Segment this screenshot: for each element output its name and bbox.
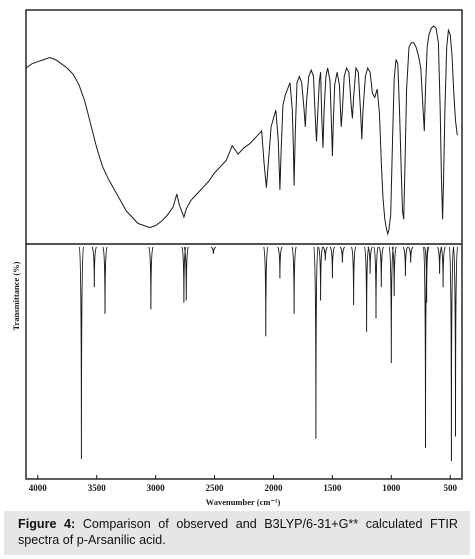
peak-mark: [183, 246, 189, 301]
peak-mark: [373, 246, 379, 319]
peak-mark: [148, 246, 154, 310]
peak-mark: [440, 246, 446, 288]
peak-mark: [391, 246, 397, 297]
x-tick-label: 2500: [206, 483, 225, 493]
observed-spectrum-line: [25, 25, 458, 236]
peak-mark: [102, 246, 108, 314]
peak-mark: [329, 246, 336, 279]
peak-mark: [322, 246, 328, 261]
caption-text: Comparison of observed and B3LYP/6-31+G*…: [18, 517, 458, 547]
peak-mark: [378, 246, 384, 288]
peak-mark: [448, 246, 455, 462]
x-tick-label: 4000: [29, 483, 48, 493]
x-tick-label: 2000: [264, 483, 283, 493]
peak-mark: [408, 246, 414, 263]
peak-mark: [363, 246, 370, 332]
x-tick-label: 1000: [382, 483, 401, 493]
peak-mark: [367, 246, 373, 274]
peak-mark: [210, 246, 216, 254]
peak-mark: [339, 246, 345, 263]
peak-mark: [350, 246, 357, 306]
peak-mark: [78, 246, 85, 459]
y-axis-label: Transmittance (%): [11, 261, 21, 330]
peak-mark: [388, 246, 394, 364]
peak-mark: [317, 246, 324, 301]
x-tick-label: 1500: [323, 483, 342, 493]
spectra-chart: 4000 3500 3000 2500 2000 1500 1000 500 Transmit…: [11, 9, 463, 507]
calculated-spectrum-peaks: [78, 246, 459, 462]
figure-caption: Figure 4: Comparison of observed and B3L…: [4, 511, 470, 555]
x-tick-label: 3500: [88, 483, 107, 493]
x-axis-label: Wavenumber (cm⁻¹): [206, 497, 281, 507]
peak-mark: [423, 246, 430, 303]
peak-mark: [277, 246, 283, 279]
peak-mark: [452, 246, 459, 437]
x-axis-ticks: 4000 3500 3000 2500 2000 1500 1000 500: [29, 475, 457, 493]
x-tick-label: 3000: [147, 483, 166, 493]
peak-mark: [263, 246, 269, 337]
peak-mark: [436, 246, 443, 274]
peak-mark: [313, 246, 319, 439]
figure-label: Figure 4:: [18, 517, 76, 531]
peak-mark: [402, 246, 409, 277]
peak-mark: [291, 246, 297, 314]
peak-mark: [91, 246, 97, 288]
x-tick-label: 500: [443, 483, 457, 493]
